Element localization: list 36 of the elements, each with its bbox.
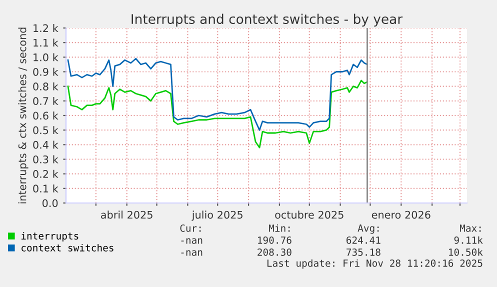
y-tick-label: 0.1 k: [33, 184, 58, 193]
x-tick-label: abril 2025: [101, 210, 152, 219]
y-tick-label: 0.3 k: [33, 155, 58, 164]
text: Cur:: [180, 224, 201, 232]
line-series: [67, 58, 368, 131]
y-tick-label: 0.7 k: [33, 96, 58, 106]
y-tick-label: 0.4 k: [33, 140, 58, 149]
text: -nan: [181, 238, 202, 244]
legend-label: interrupts: [21, 232, 78, 242]
text: Min:: [268, 224, 290, 232]
y-tick-label: 0.9 k: [33, 68, 58, 76]
y-tick-label: 0.8 k: [33, 82, 58, 90]
chart-title: Interrupts and context switches - by year: [132, 14, 403, 27]
x-tick-label: julio 2025: [192, 210, 242, 221]
y-tick-label: 0.0: [42, 199, 58, 208]
text: 735.18: [346, 248, 380, 256]
y-tick-label: 0.2 k: [33, 170, 58, 178]
text: Max:: [460, 224, 481, 232]
line-series: [67, 80, 368, 148]
text: 190.76: [258, 236, 292, 244]
y-axis-title: interrupts & ctx switches / second: [18, 28, 28, 204]
y-tick-label: 1.0 k: [34, 53, 58, 62]
y-tick-label: 1.1 k: [34, 38, 58, 47]
text: Last update: Fri Nov 28 11:20:16 2025: [267, 259, 482, 269]
y-tick-label: 1.2 k: [34, 24, 58, 32]
text: 208.30: [258, 248, 292, 256]
text: -nan: [181, 250, 202, 256]
text: 9.11k: [454, 236, 483, 244]
x-tick-label: enero 2026: [372, 210, 430, 219]
legend-label: context switches: [22, 244, 114, 252]
x-tick-label: octubre 2025: [275, 210, 344, 219]
text: 624.41: [346, 236, 380, 244]
text: 10.50k: [449, 248, 483, 256]
y-tick-label: 0.6 k: [33, 112, 58, 120]
y-tick-label: 0.5 k: [33, 126, 58, 134]
text: Avg:: [358, 224, 379, 234]
